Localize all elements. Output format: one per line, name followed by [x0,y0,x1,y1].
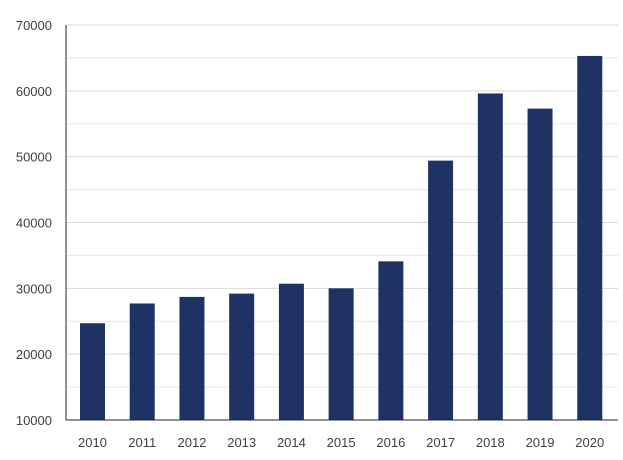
bar-2019 [527,108,553,420]
x-tick-label: 2014 [277,435,306,450]
bar-2012 [179,296,205,420]
bar-2020 [577,55,603,421]
x-tick-label: 2011 [128,435,156,450]
y-tick-label: 60000 [16,84,52,99]
y-tick-label: 50000 [16,150,52,165]
x-tick-label: 2015 [327,435,356,450]
x-tick-label: 2016 [376,435,405,450]
gridlines [66,24,618,388]
bar-2011 [129,303,155,420]
x-tick-label: 2012 [177,435,206,450]
x-tick-label: 2010 [78,435,107,450]
y-tick-label: 30000 [16,281,52,296]
bar-2017 [428,160,454,420]
bar-2018 [477,93,503,420]
y-tick-label: 20000 [16,347,52,362]
x-tick-label: 2017 [426,435,455,450]
bar-2014 [278,283,304,420]
x-tick-label: 2018 [476,435,505,450]
y-tick-label: 10000 [16,413,52,428]
x-tick-label: 2013 [227,435,256,450]
bar-2013 [229,293,255,420]
x-axis-tick-labels: 2010 2011 2012 2013 2014 2015 2016 2017 2018 2019… [78,435,604,450]
bar-2015 [328,288,354,420]
y-tick-label: 70000 [16,18,52,33]
y-axis-tick-labels: 10000 20000 30000 40000 50000 60000 70000 [16,18,52,428]
y-tick-label: 40000 [16,216,52,231]
bar-2016 [378,261,404,420]
x-tick-label: 2020 [575,435,604,450]
bar-2010 [80,323,105,420]
x-tick-label: 2019 [526,435,555,450]
bars [80,55,603,421]
